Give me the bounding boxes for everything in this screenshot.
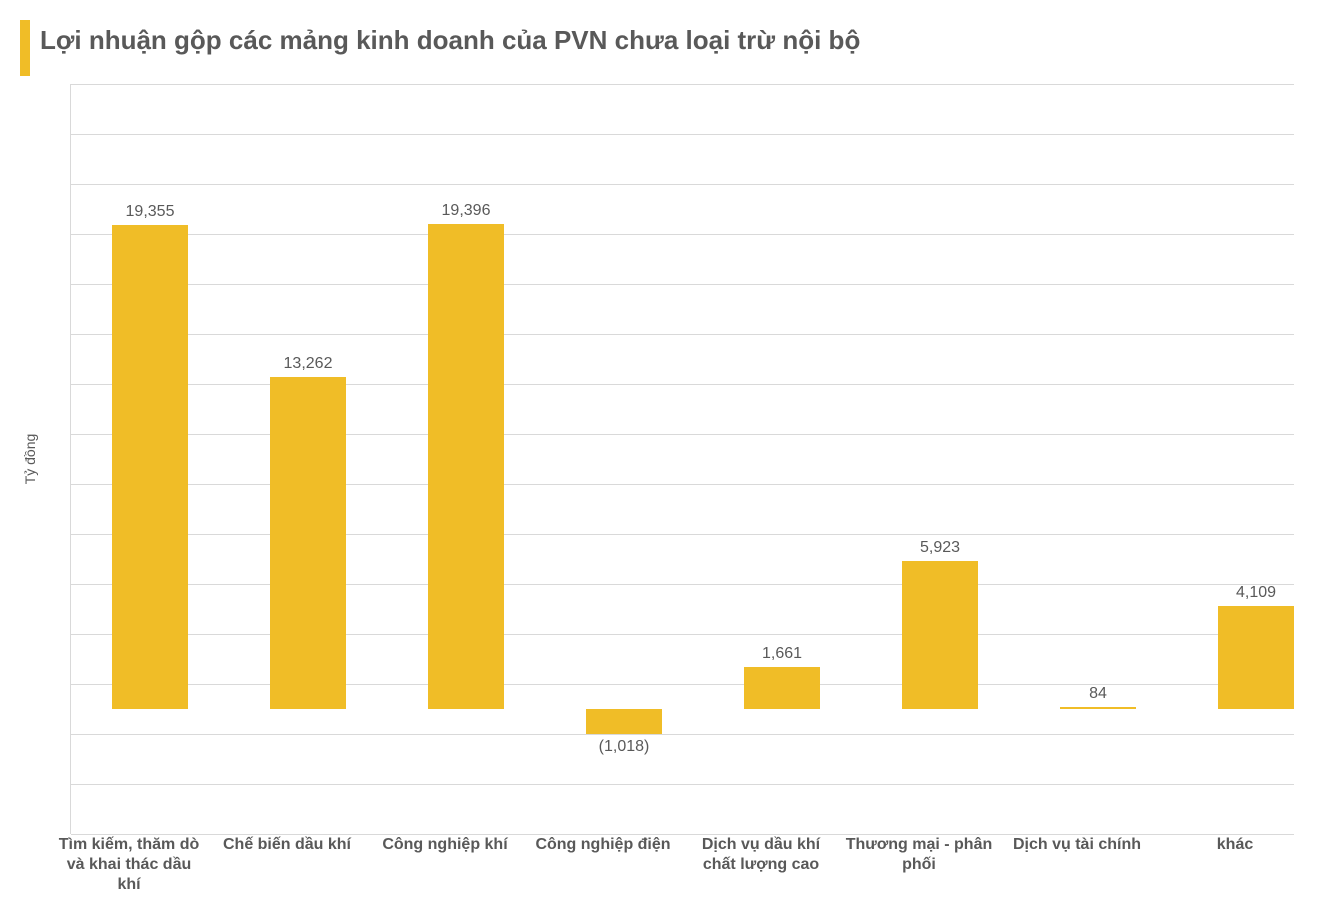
bar-value-label: (1,018) [599,738,650,756]
x-category-label: Thương mại - phân phối [840,835,998,895]
chart-container: Lợi nhuận gộp các mảng kinh doanh của PV… [0,0,1324,917]
bar-value-label: 19,396 [442,202,491,220]
bar-value-label: 19,355 [126,203,175,221]
gridline [71,534,1294,535]
chart-title: Lợi nhuận gộp các mảng kinh doanh của PV… [40,20,860,57]
gridline [71,334,1294,335]
x-category-label: Tìm kiếm, thăm dò và khai thác dầu khí [50,835,208,895]
gridline [71,84,1294,85]
x-category-label: khác [1156,835,1314,895]
gridline [71,784,1294,785]
gridline [71,234,1294,235]
gridline [71,634,1294,635]
bar [112,225,188,709]
title-row: Lợi nhuận gộp các mảng kinh doanh của PV… [20,20,1304,76]
bar-value-label: 13,262 [284,355,333,373]
gridline [71,384,1294,385]
x-category-label: Dịch vụ dầu khí chất lượng cao [682,835,840,895]
gridline [71,134,1294,135]
x-category-label: Công nghiệp khí [366,835,524,895]
bar [1060,707,1136,709]
x-category-label: Chế biến dầu khí [208,835,366,895]
bar-value-label: 84 [1089,685,1107,703]
gridline [71,734,1294,735]
gridline [71,434,1294,435]
bar [744,667,820,709]
bar-value-label: 4,109 [1236,584,1276,602]
bar [270,377,346,709]
bar [428,224,504,709]
gridline [71,484,1294,485]
title-accent-bar [20,20,30,76]
bar-value-label: 1,661 [762,645,802,663]
bar [902,561,978,709]
x-category-label: Dịch vụ tài chính [998,835,1156,895]
gridline [71,284,1294,285]
gridline [71,584,1294,585]
chart-area: Tỷ đồng 19,35513,26219,396(1,018)1,6615,… [70,84,1294,834]
gridline [71,184,1294,185]
bar [586,709,662,734]
x-axis: Tìm kiếm, thăm dò và khai thác dầu khíCh… [50,835,1314,895]
bar-value-label: 5,923 [920,539,960,557]
y-axis-label: Tỷ đồng [22,434,38,485]
plot-area: 19,355 13,262 19,396 (1,018) 1,661 5,923 84 4,1… [70,84,1294,834]
bar [1218,606,1294,709]
gridline [71,684,1294,685]
x-category-label: Công nghiệp điện [524,835,682,895]
